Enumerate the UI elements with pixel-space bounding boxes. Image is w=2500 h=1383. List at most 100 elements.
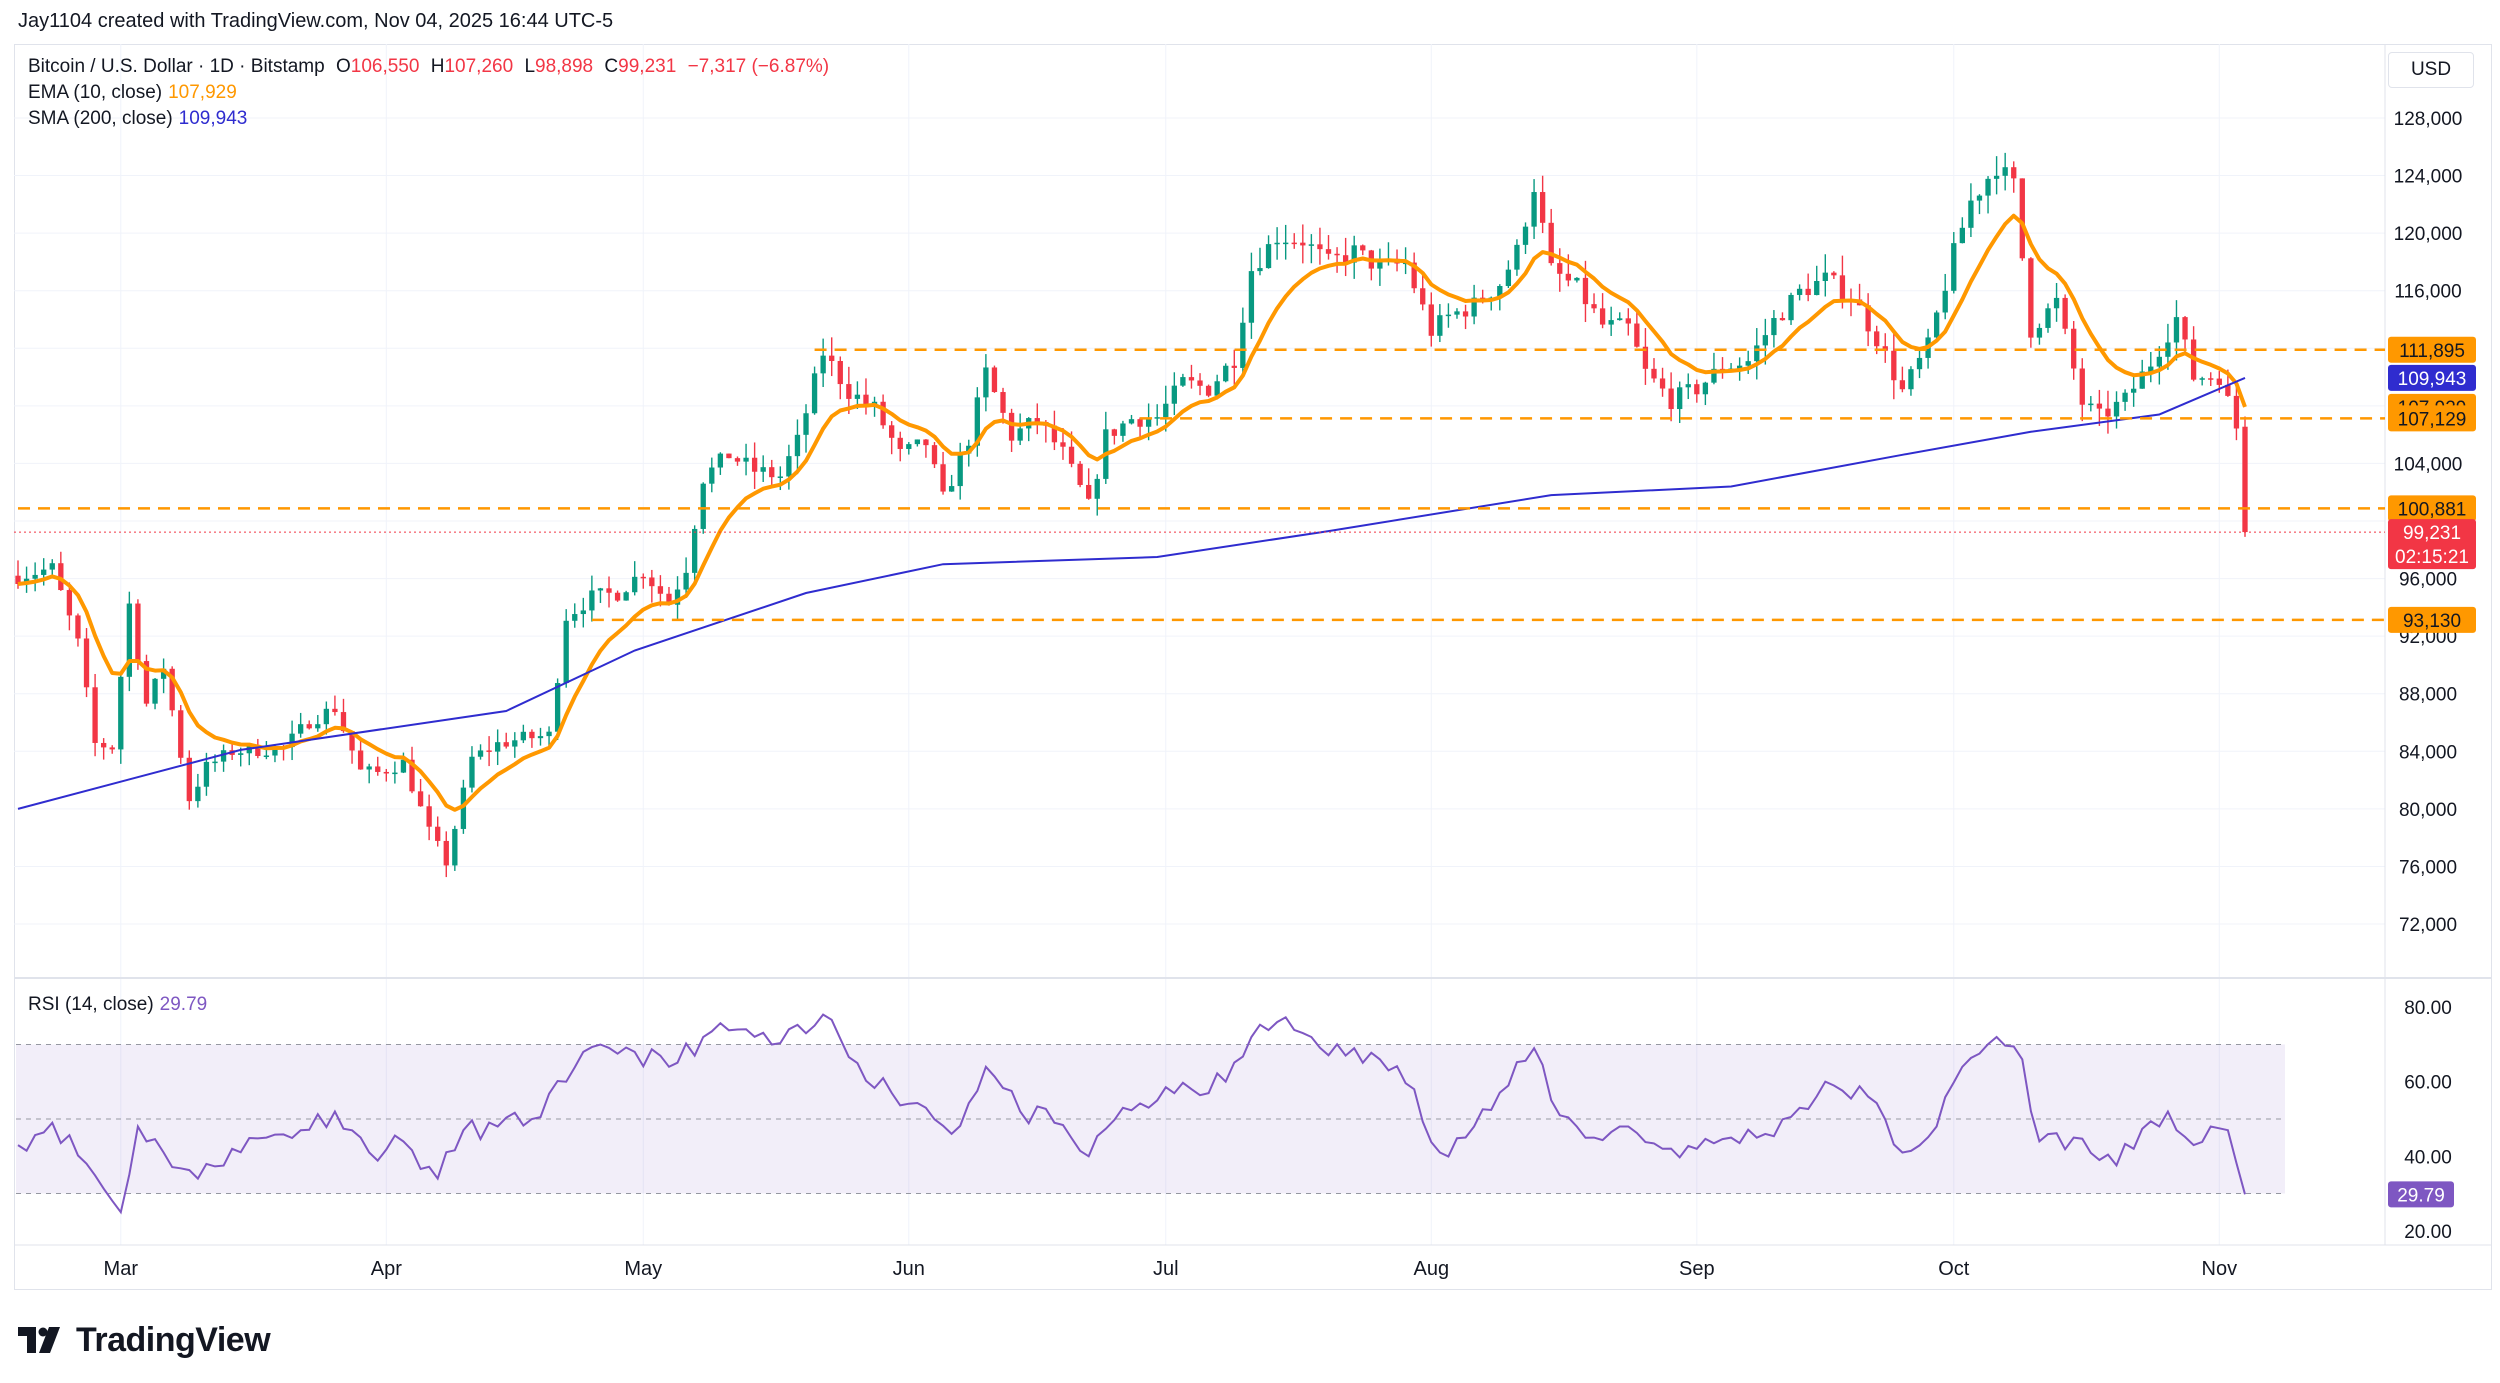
- candle-body: [1711, 368, 1717, 383]
- candle-body: [709, 467, 715, 484]
- sma-label: SMA (200, close): [28, 108, 173, 129]
- price-tick-label: 80,000: [2399, 800, 2457, 821]
- candle-body: [803, 413, 809, 435]
- candle-body: [66, 590, 73, 616]
- candle-body: [1325, 249, 1332, 254]
- symbol-legend[interactable]: Bitcoin / U.S. Dollar · 1D · Bitstamp O1…: [28, 56, 829, 78]
- candle-body: [1788, 294, 1794, 321]
- price-tick-label: 128,000: [2394, 109, 2463, 130]
- candle-body: [340, 712, 347, 732]
- candle-body: [1428, 304, 1434, 336]
- symbol-title: Bitcoin / U.S. Dollar · 1D · Bitstamp: [28, 56, 325, 77]
- tradingview-brand[interactable]: TradingView: [18, 1318, 271, 1362]
- candle-body: [1617, 318, 1623, 321]
- candle-body: [1283, 242, 1289, 245]
- tradingview-logo-icon: [18, 1327, 60, 1353]
- close-value: 99,231: [618, 56, 677, 77]
- candle-body: [298, 724, 304, 734]
- candle-body: [126, 603, 133, 677]
- candle-body: [1445, 314, 1452, 317]
- candle-body: [940, 464, 946, 492]
- candle-body: [1086, 484, 1092, 499]
- candle-body: [2130, 388, 2137, 393]
- candle-body: [2139, 371, 2145, 389]
- price-axis-tag-label: 111,895: [2399, 341, 2465, 362]
- candle-body: [2199, 378, 2205, 380]
- sma-200-line: [17, 376, 2246, 810]
- price-tick-label: 76,000: [2399, 857, 2457, 878]
- sma-legend[interactable]: SMA (200, close) 109,943: [28, 108, 247, 130]
- candle-body: [1017, 428, 1023, 441]
- candle-body: [160, 668, 167, 679]
- price-axis-tag-level: [2388, 336, 2476, 363]
- candle-body: [640, 576, 646, 579]
- candle-body: [1548, 222, 1554, 264]
- candle-body: [537, 736, 544, 739]
- candle-body: [460, 787, 467, 829]
- open-label: O: [335, 56, 351, 77]
- candle-body: [2208, 378, 2214, 380]
- candle-body: [1831, 272, 1837, 276]
- candle-body: [880, 401, 886, 426]
- candle-body: [1634, 323, 1640, 347]
- candle-body: [1094, 478, 1100, 499]
- candle-body: [49, 563, 55, 570]
- price-axis-tag-label: 100,881: [2398, 499, 2467, 520]
- candle-body: [1531, 192, 1537, 227]
- candle-body: [400, 759, 407, 773]
- candle-body: [1000, 392, 1006, 413]
- candle-body: [512, 740, 518, 747]
- rsi-legend[interactable]: RSI (14, close) 29.79: [28, 994, 207, 1016]
- candle-body: [1642, 346, 1649, 369]
- rsi-tick-label: 20.00: [2404, 1222, 2452, 1243]
- price-tick-label: 72,000: [2399, 915, 2457, 936]
- candle-body: [2165, 342, 2171, 357]
- candle-body: [829, 355, 835, 361]
- candle-body: [580, 610, 586, 615]
- candle-body: [726, 453, 732, 459]
- candle-body: [332, 708, 338, 713]
- price-tick-label: 88,000: [2399, 685, 2457, 706]
- sma-value: 109,943: [178, 108, 248, 129]
- ema-legend[interactable]: EMA (10, close) 107,929: [28, 82, 237, 104]
- candle-body: [743, 457, 749, 462]
- candle-body: [1008, 412, 1015, 441]
- candle-body: [1908, 369, 1914, 390]
- rsi-line: [17, 1013, 2246, 1215]
- price-axis-tag-label: 99,231: [2403, 523, 2461, 544]
- candle-body: [1497, 286, 1503, 298]
- candle-body: [2045, 308, 2051, 328]
- candle-body: [717, 453, 724, 468]
- candle-body: [1891, 350, 1897, 381]
- candle-body: [1574, 277, 1580, 281]
- ema-label: EMA (10, close): [28, 82, 163, 103]
- candle-body: [41, 569, 47, 575]
- candle-body: [1882, 346, 1888, 351]
- candle-body: [255, 744, 261, 756]
- candle-body: [1625, 318, 1631, 324]
- candle-body: [435, 826, 441, 841]
- candle-body: [863, 394, 869, 405]
- candle-body: [383, 771, 389, 774]
- candle-body: [2242, 426, 2248, 533]
- candle-body: [1111, 429, 1118, 436]
- candle-body: [1420, 288, 1426, 305]
- candle-body: [2002, 167, 2008, 176]
- currency-selector[interactable]: USD: [2388, 52, 2474, 88]
- price-axis-tag-label: 93,130: [2403, 611, 2461, 632]
- candle-body: [769, 467, 775, 478]
- candle-body: [426, 806, 432, 827]
- candle-body: [220, 750, 227, 762]
- candle-body: [1248, 271, 1255, 323]
- change-value: −7,317 (−6.87%): [687, 56, 830, 77]
- candle-body: [1205, 385, 1212, 396]
- candle-body: [2028, 258, 2034, 338]
- date-tick-label: Sep: [1679, 1258, 1715, 1280]
- candle-body: [152, 678, 158, 704]
- price-axis-tag-sma: [2388, 364, 2476, 391]
- candle-body: [1993, 175, 2000, 179]
- candle-body: [1951, 243, 1957, 291]
- candle-body: [2088, 403, 2094, 406]
- candle-body: [100, 742, 107, 748]
